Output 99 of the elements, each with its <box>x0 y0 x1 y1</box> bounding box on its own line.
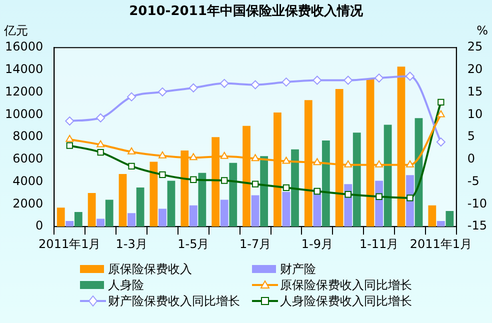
y2-tick-label: -5 <box>467 174 480 188</box>
bar <box>251 195 260 227</box>
point <box>314 188 320 195</box>
point <box>220 78 229 88</box>
y2-tick-label: -15 <box>467 218 488 233</box>
y2-tick-label: 0 <box>467 152 476 166</box>
point <box>252 180 259 188</box>
bar <box>150 162 158 227</box>
point <box>158 87 167 96</box>
bar <box>66 221 74 227</box>
point <box>127 92 136 102</box>
point <box>66 134 74 142</box>
point <box>66 142 73 149</box>
point <box>344 76 353 85</box>
point <box>344 191 352 198</box>
y2-tick-label: 5 <box>467 129 476 144</box>
point <box>65 116 74 126</box>
point <box>406 194 414 202</box>
legend-label: 人身险 <box>108 278 144 292</box>
point <box>250 80 260 90</box>
point <box>190 176 197 183</box>
point <box>406 160 414 168</box>
y2-axis-title: % <box>476 24 488 38</box>
point <box>312 76 322 85</box>
x-tick-label: 1-5月 <box>178 236 210 251</box>
bar <box>167 180 176 227</box>
bar <box>428 205 436 227</box>
point <box>344 160 352 168</box>
bar <box>128 213 136 227</box>
point <box>96 140 105 148</box>
bar <box>282 192 290 227</box>
point <box>251 154 260 162</box>
point <box>221 177 228 184</box>
bar <box>352 132 361 227</box>
bar <box>291 149 299 227</box>
point <box>128 162 135 170</box>
x-tick-label: 1-11月 <box>359 236 399 251</box>
legend-label: 原保险保费收入同比增长 <box>280 278 412 292</box>
bar <box>189 205 198 227</box>
legend-label: 财产险 <box>280 262 316 276</box>
bar <box>56 208 65 227</box>
point <box>438 98 444 106</box>
y-axis-title: 亿元 <box>3 24 28 38</box>
legend-label: 人身险保费收入同比增长 <box>280 294 412 308</box>
point <box>188 83 198 92</box>
point <box>220 152 228 159</box>
bar <box>105 200 114 227</box>
x-tick-label: 2011年1月 <box>410 236 472 251</box>
y-tick-label: 12000 <box>4 84 44 98</box>
bar <box>118 174 127 227</box>
bar <box>158 208 166 227</box>
bar <box>220 200 228 227</box>
point <box>374 74 384 83</box>
point <box>159 171 166 178</box>
bar <box>384 124 392 227</box>
point <box>313 158 322 166</box>
legend-label: 原保险保费收入 <box>108 262 192 276</box>
y-tick-label: 8000 <box>12 129 44 144</box>
point <box>375 160 384 168</box>
point <box>282 78 291 87</box>
bar <box>260 156 268 227</box>
x-tick-label: 1-3月 <box>116 236 148 251</box>
bar <box>446 210 454 227</box>
x-tick-label: 1-7月 <box>239 236 272 251</box>
point <box>97 148 104 156</box>
point <box>158 151 166 158</box>
y-tick-label: 0 <box>36 218 44 233</box>
point <box>282 156 290 164</box>
y2-tick-label: 25 <box>467 40 483 54</box>
bar <box>88 193 96 227</box>
y-tick-label: 10000 <box>4 106 44 121</box>
legend-label: 财产险保费收入同比增长 <box>108 294 240 308</box>
y-tick-label: 6000 <box>12 152 44 166</box>
y2-tick-label: 15 <box>467 84 483 98</box>
point <box>189 153 198 160</box>
bar <box>136 187 144 227</box>
bar <box>198 172 206 227</box>
y-tick-label: 2000 <box>12 196 44 210</box>
y-tick-label: 4000 <box>12 174 44 188</box>
bar <box>436 221 445 227</box>
bar <box>322 140 330 227</box>
x-tick-label: 2011年1月 <box>38 236 101 251</box>
chart-title: 2010-2011年中国保险业保费收入情况 <box>129 3 364 20</box>
point <box>436 110 445 118</box>
y2-tick-label: 10 <box>467 106 483 121</box>
point <box>96 113 106 122</box>
point <box>405 72 414 81</box>
bar <box>74 212 82 227</box>
point <box>436 138 446 147</box>
point <box>128 147 136 154</box>
bar <box>229 162 238 227</box>
y-tick-label: 16000 <box>4 40 44 54</box>
x-tick-label: 1-9月 <box>301 236 333 251</box>
bar <box>96 218 105 227</box>
point <box>282 184 290 191</box>
y-tick-label: 14000 <box>4 62 44 76</box>
y2-tick-label: 20 <box>467 62 483 76</box>
y2-tick-label: -10 <box>467 196 488 210</box>
point <box>376 193 382 200</box>
